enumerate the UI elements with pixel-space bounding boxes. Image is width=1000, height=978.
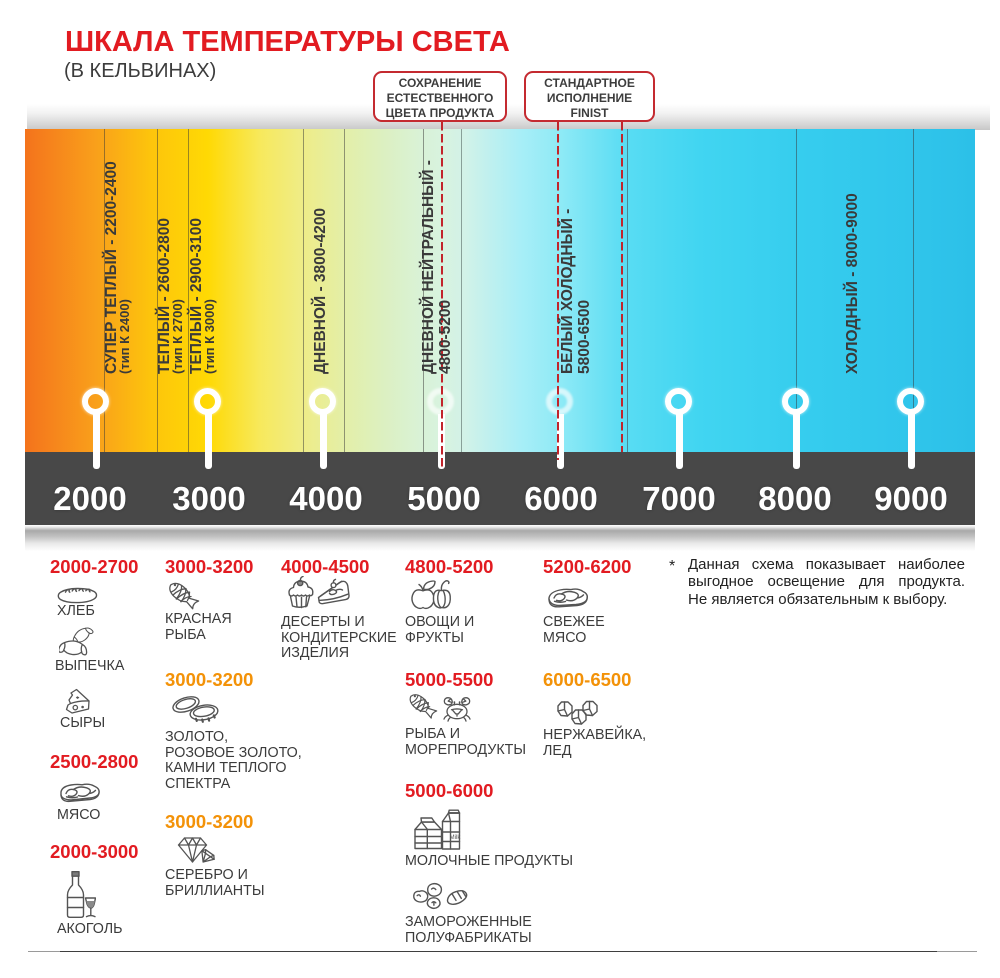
svg-text:Milk: Milk <box>450 835 462 841</box>
